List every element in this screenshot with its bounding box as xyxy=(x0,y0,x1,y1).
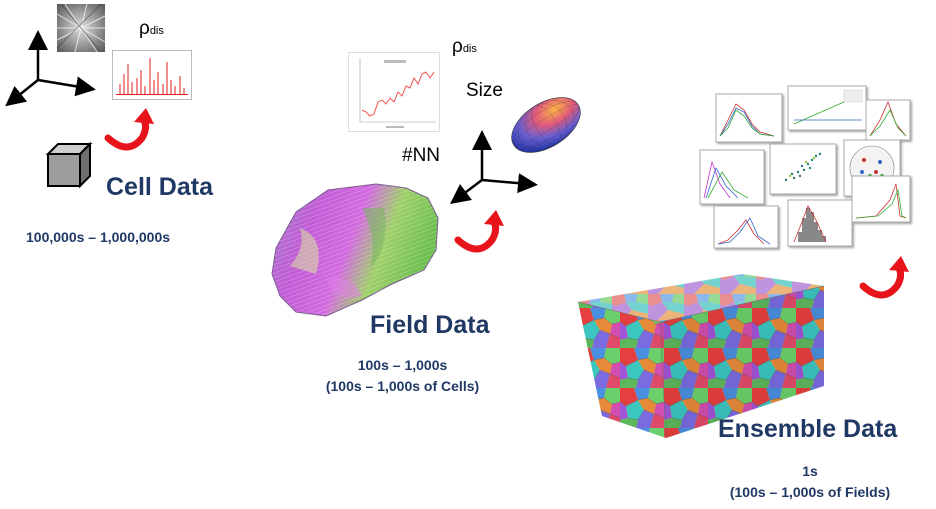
field-data-title: Field Data xyxy=(370,311,490,339)
cell-rho-symbol: ρ xyxy=(139,18,150,39)
grain-3d-shape-image xyxy=(271,183,439,317)
field-data-count: 100s – 1,000s (100s – 1,000s of Cells) xyxy=(310,355,495,397)
field-nn-label: #NN xyxy=(402,145,441,166)
cell-data-group: ρdis xyxy=(0,0,260,260)
ensemble-data-title: Ensemble Data xyxy=(718,415,898,443)
cell-data-count: 100,000s – 1,000,000s xyxy=(26,229,171,245)
ensemble-curved-arrow-icon xyxy=(859,256,909,299)
cell-histogram-thumbnail xyxy=(112,50,192,100)
ebsd-pattern-image xyxy=(56,3,106,53)
ensemble-data-group: Ensemble Data 1s (100s – 1,000s of Field… xyxy=(570,80,936,509)
cell-rho-subscript: dis xyxy=(149,25,164,37)
field-linechart-thumbnail xyxy=(348,52,440,132)
field-curved-arrow-icon xyxy=(454,210,504,253)
ellipsoid-shape-icon xyxy=(511,97,581,153)
cell-curved-arrow-icon xyxy=(104,108,154,151)
ensemble-data-count: 1s (100s – 1,000s of Fields) xyxy=(710,461,910,503)
field-count-line1: 100s – 1,000s xyxy=(357,357,448,373)
cell-data-title: Cell Data xyxy=(106,173,213,201)
ensemble-count-line1: 1s xyxy=(802,463,818,479)
field-rho-symbol: ρ xyxy=(452,36,463,57)
field-coordinate-axes xyxy=(450,130,538,204)
field-rho-label: ρdis xyxy=(452,36,477,58)
microstructure-volume-image xyxy=(577,274,825,439)
ensemble-count-line2: (100s – 1,000s of Fields) xyxy=(729,484,891,500)
cell-rho-label: ρdis xyxy=(139,18,164,40)
field-rho-subscript: dis xyxy=(462,43,477,55)
field-size-label: Size xyxy=(466,80,503,101)
cell-coordinate-axes xyxy=(5,30,96,107)
cell-cube-icon xyxy=(45,141,93,189)
field-count-line2: (100s – 1,000s of Cells) xyxy=(325,378,480,394)
field-data-group: ρdis Size #NN xyxy=(260,0,590,420)
ensemble-chart-collage xyxy=(699,85,911,249)
